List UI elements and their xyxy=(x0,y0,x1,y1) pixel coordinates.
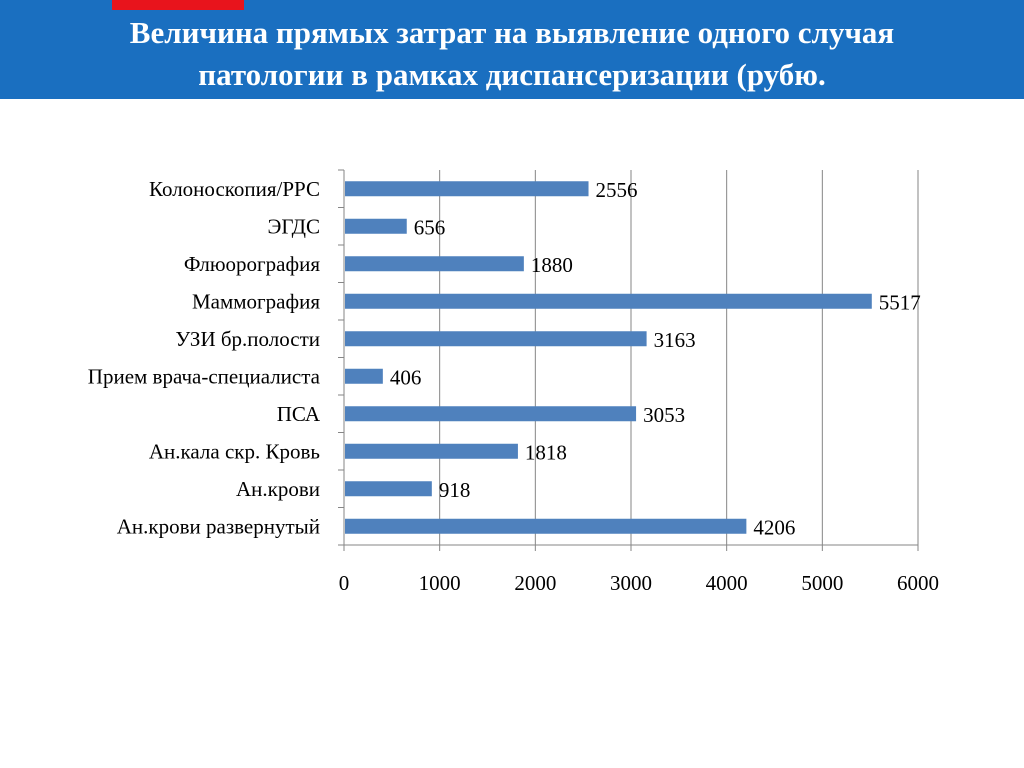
title-banner xyxy=(0,0,1024,99)
x-tick-label: 1000 xyxy=(419,571,461,595)
category-label: УЗИ бр.полости xyxy=(175,327,320,351)
x-tick-label: 4000 xyxy=(706,571,748,595)
slide-title-line-1: Величина прямых затрат на выявление одно… xyxy=(129,15,895,50)
data-label: 1818 xyxy=(525,440,567,464)
red-accent-bar xyxy=(112,0,244,10)
bar xyxy=(345,181,589,197)
bar xyxy=(345,406,637,422)
x-tick-label: 3000 xyxy=(610,571,652,595)
x-tick-label: 6000 xyxy=(897,571,939,595)
x-tick-label: 2000 xyxy=(514,571,556,595)
category-label: Ан.кала скр. Кровь xyxy=(149,439,320,463)
data-label: 656 xyxy=(414,215,446,239)
bar xyxy=(345,443,518,459)
data-label: 5517 xyxy=(879,290,921,314)
category-label: Маммография xyxy=(192,289,320,313)
bar xyxy=(345,368,383,384)
data-label: 1880 xyxy=(531,253,573,277)
slide-title-line-2: патологии в рамках диспансеризации (рубю… xyxy=(198,57,826,92)
data-label: 3053 xyxy=(643,403,685,427)
category-label: ЭГДС xyxy=(268,214,321,238)
category-label: ПСА xyxy=(277,402,321,426)
bar xyxy=(345,293,872,309)
category-label: Флюорография xyxy=(184,252,320,276)
bar xyxy=(345,481,432,497)
category-label: Ан.крови xyxy=(236,477,320,501)
slide-title: Величина прямых затрат на выявление одно… xyxy=(0,12,1024,96)
data-label: 918 xyxy=(439,478,471,502)
data-label: 3163 xyxy=(654,328,696,352)
data-label: 2556 xyxy=(596,178,638,202)
bar xyxy=(345,331,647,347)
category-label: Прием врача-специалиста xyxy=(88,364,321,388)
data-label: 406 xyxy=(390,365,422,389)
x-tick-label: 0 xyxy=(339,571,350,595)
bar xyxy=(345,256,524,272)
bar xyxy=(345,518,747,534)
bar xyxy=(345,218,407,234)
data-label: 4206 xyxy=(753,515,795,539)
x-tick-label: 5000 xyxy=(801,571,843,595)
category-label: Колоноскопия/РРС xyxy=(149,177,320,201)
category-label: Ан.крови развернутый xyxy=(117,514,320,538)
